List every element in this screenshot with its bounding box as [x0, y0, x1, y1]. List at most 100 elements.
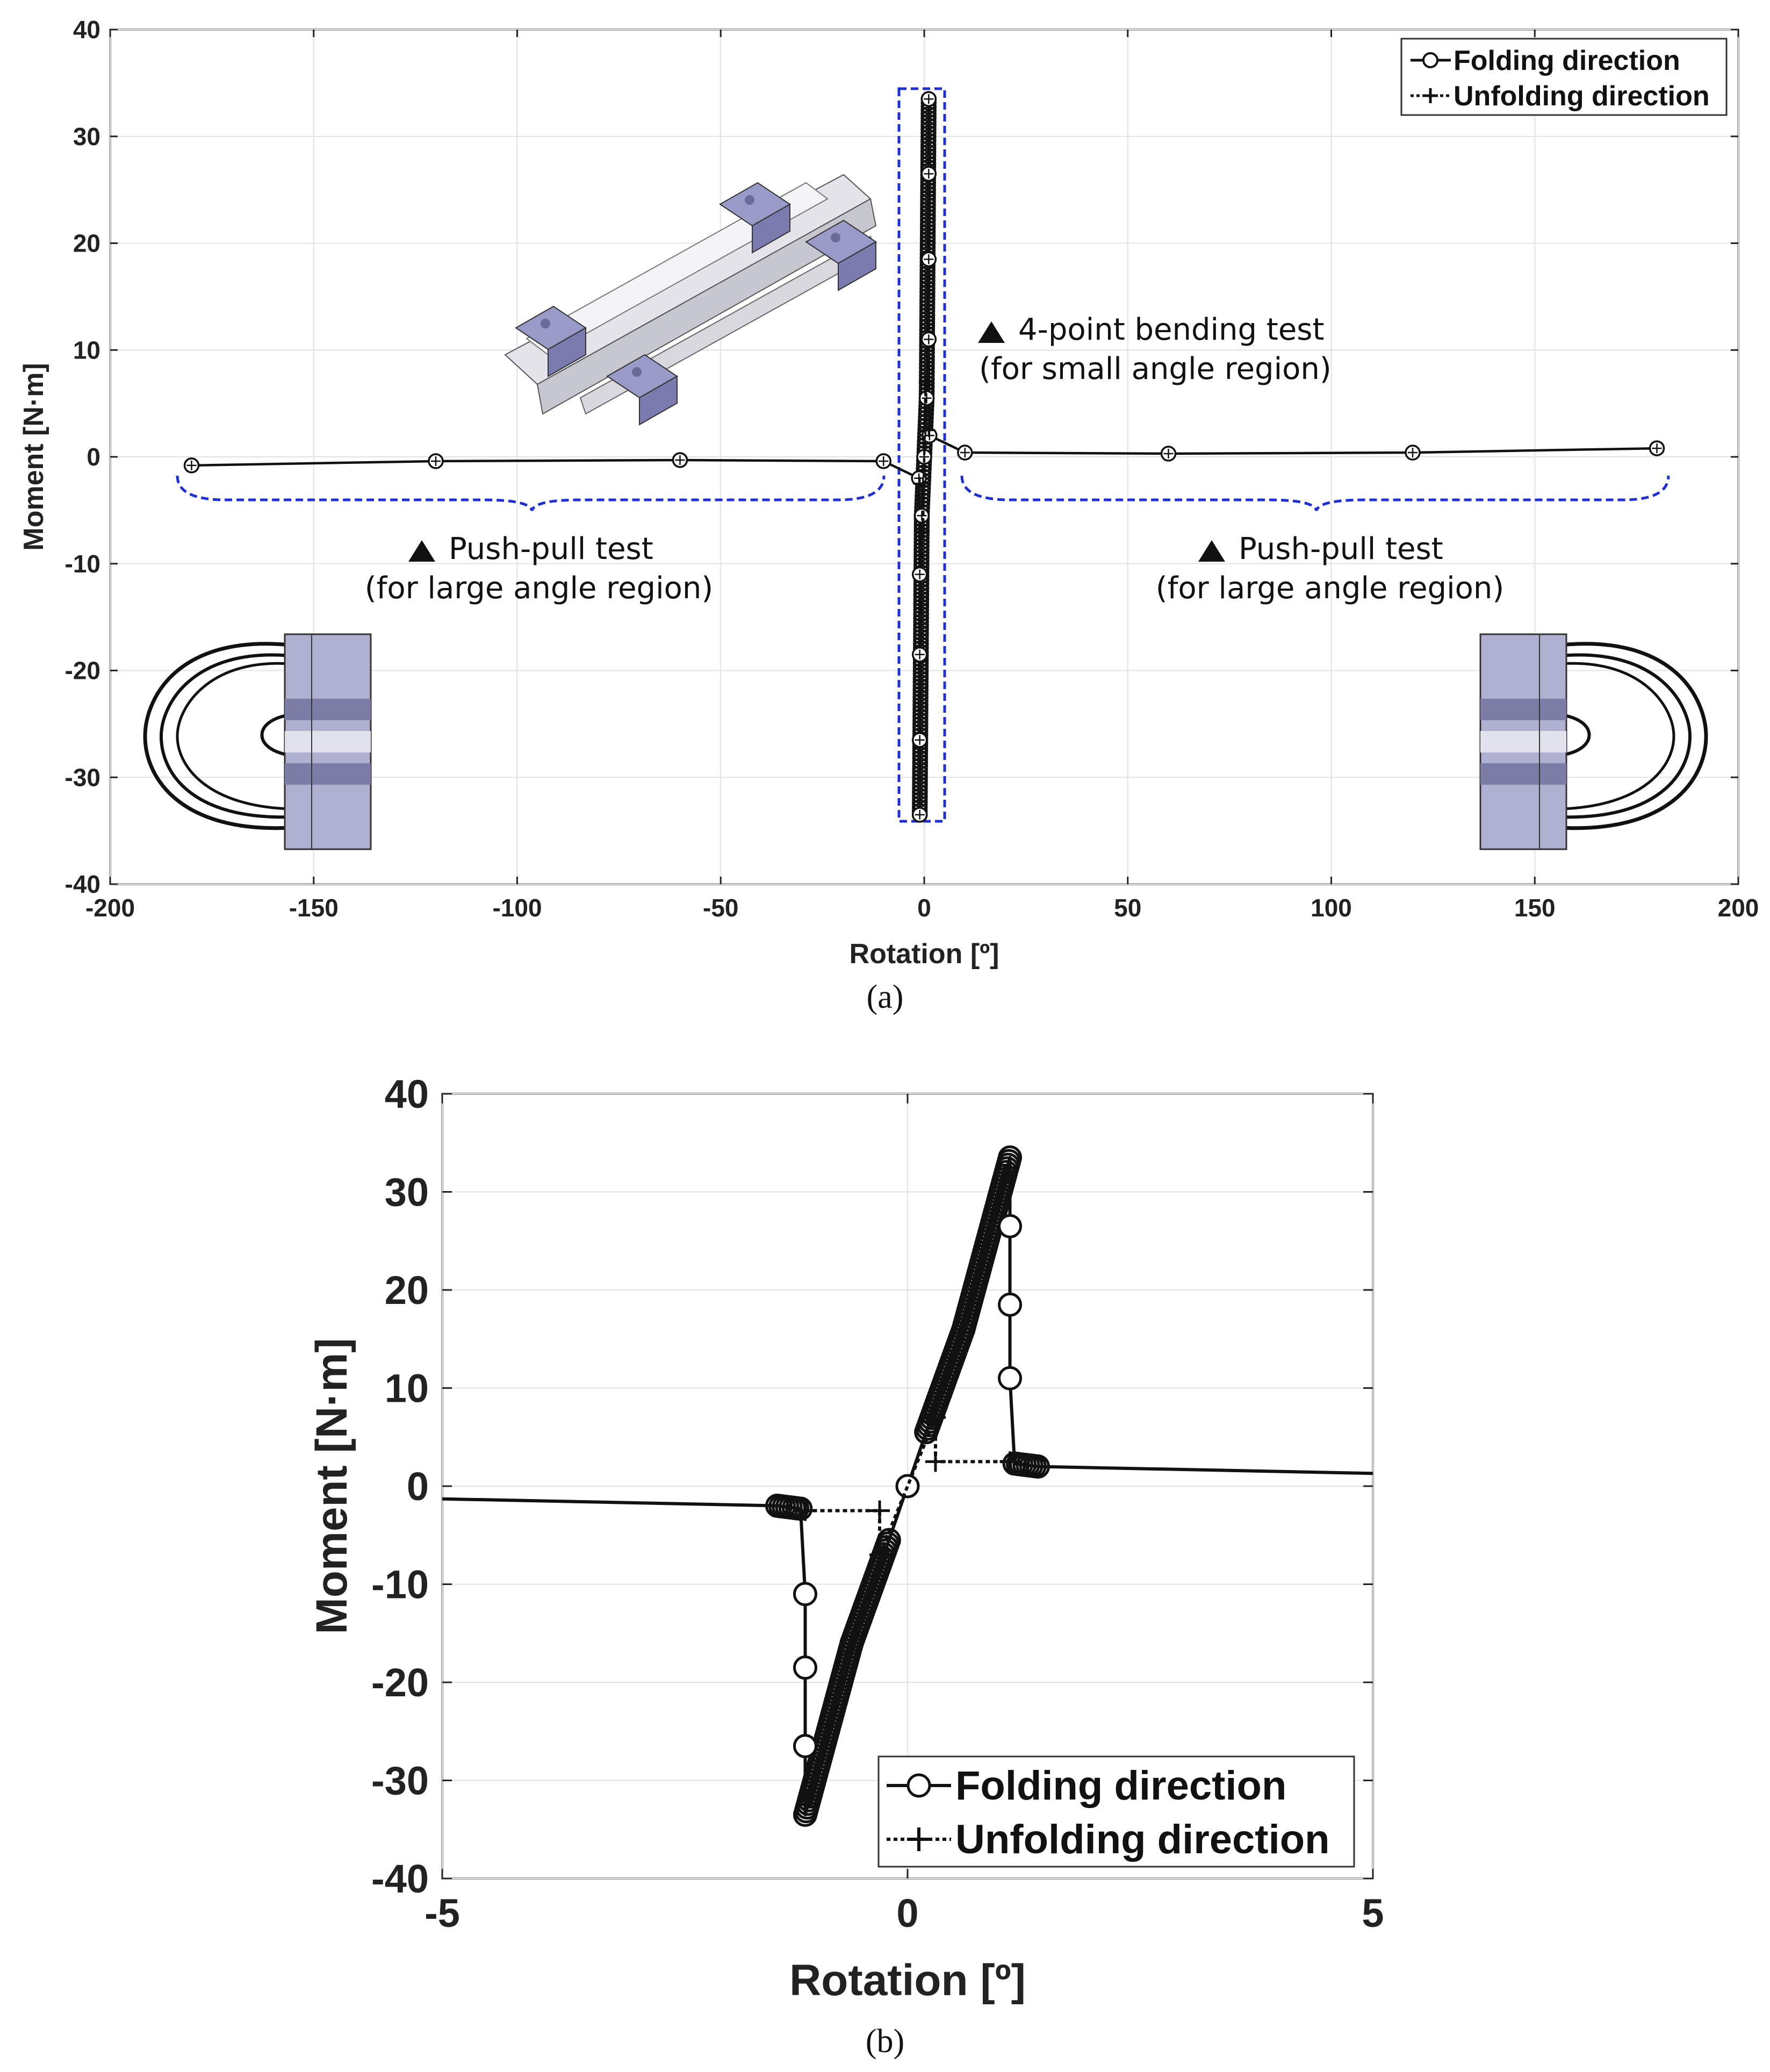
- legend-unfolding-label: Unfolding direction: [1454, 81, 1710, 112]
- y-tick-label: -20: [65, 657, 100, 685]
- panel-a-x-axis-label: Rotation [º]: [850, 938, 999, 970]
- panel-b-x-ticks: -5 0 5: [424, 1094, 1384, 1935]
- data-point: [793, 1734, 817, 1759]
- panel-a-caption: (a): [867, 979, 904, 1015]
- y-tick-label: -10: [371, 1562, 429, 1607]
- annotation-title: Push-pull test: [449, 532, 653, 567]
- data-point-cross: [924, 254, 934, 264]
- data-point: [1025, 1454, 1050, 1479]
- four-point-bending-fixture-illustration: [504, 174, 877, 426]
- y-tick-label: 30: [385, 1170, 429, 1214]
- x-tick-label: -5: [424, 1891, 460, 1935]
- y-tick-label: -20: [371, 1660, 429, 1705]
- push-pull-loop-illustration-left: [143, 633, 372, 850]
- x-tick-label: 50: [1114, 894, 1141, 922]
- y-tick-label: 20: [385, 1268, 429, 1313]
- legend-box: [877, 1755, 1355, 1868]
- x-tick-label: -50: [703, 894, 738, 922]
- annotation-four-point-bending: 4-point bending test (for small angle re…: [978, 312, 1332, 386]
- annotation-subtitle: (for large angle region): [1156, 571, 1504, 606]
- series-folding: [183, 91, 1665, 823]
- panel-b-legend: Folding direction Unfolding direction: [877, 1755, 1355, 1868]
- legend-folding-marker: [1422, 52, 1438, 68]
- annotation-title: 4-point bending test: [1018, 312, 1324, 347]
- panel-b-caption: (b): [866, 2023, 904, 2060]
- data-point-cross: [924, 94, 934, 104]
- y-tick-label: 0: [87, 443, 100, 471]
- x-tick-label: 5: [1362, 1891, 1384, 1935]
- right-region-brace: [960, 475, 1670, 511]
- y-tick-label: 40: [385, 1072, 429, 1116]
- y-tick-label: 0: [407, 1464, 429, 1509]
- annotation-subtitle: (for large angle region): [365, 571, 713, 606]
- data-point-cross: [430, 456, 441, 467]
- panel-a-x-ticks: -200 -150 -100 -50 0 50 100 150 200: [85, 30, 1759, 922]
- panel-b-y-ticks: -40 -30 -20 -10 0 10 20 30 40: [371, 1072, 1373, 1901]
- data-point-cross: [924, 169, 934, 179]
- series-unfolding: [795, 1407, 1020, 1565]
- y-tick-label: -30: [65, 763, 100, 791]
- y-tick-label: 30: [73, 123, 100, 150]
- panel-a-legend: Folding direction Unfolding direction: [1400, 38, 1728, 116]
- x-tick-label: 100: [1311, 894, 1352, 922]
- panel-a: -200 -150 -100 -50 0 50 100 150 200 -40-30-20-10…: [18, 16, 1759, 1015]
- data-point: [788, 1496, 813, 1521]
- data-point: [895, 1474, 920, 1499]
- panel-a-y-axis-label: Moment [N·m]: [18, 363, 49, 551]
- legend-folding-marker: [906, 1773, 931, 1798]
- annotation-push-pull-right: Push-pull test (for large angle region): [1156, 532, 1504, 606]
- data-point: [998, 1366, 1023, 1390]
- x-tick-label: 200: [1718, 894, 1759, 922]
- series-line: [805, 1416, 1010, 1557]
- data-point: [998, 1214, 1023, 1238]
- data-point-cross: [1652, 443, 1662, 454]
- y-tick-label: 10: [73, 336, 100, 364]
- panel-b-y-axis-label: Moment [N·m]: [307, 1338, 356, 1634]
- panel-a-y-ticks: -40 -30 -20 -10 0 10 20 30 40: [65, 16, 1738, 898]
- series-unfolding: [913, 375, 936, 539]
- data-point-cross: [915, 735, 925, 745]
- data-point-cross: [915, 809, 925, 820]
- x-tick-label: -200: [85, 894, 135, 922]
- data-point: [869, 1544, 890, 1565]
- data-point: [999, 1451, 1020, 1472]
- data-point: [869, 1500, 890, 1521]
- y-tick-label: 20: [73, 230, 100, 257]
- data-point: [998, 1292, 1023, 1317]
- data-point-cross: [924, 334, 934, 345]
- panel-b: -5 0 5 -40 -30 -20 -10 0 10 20 30 40 Folding direc…: [307, 1072, 1384, 2060]
- data-point-cross: [1407, 447, 1418, 458]
- legend-unfolding-marker: [907, 1827, 931, 1851]
- data-point: [916, 525, 930, 539]
- x-tick-label: 0: [896, 1891, 918, 1935]
- triangle-icon: [978, 321, 1005, 343]
- panel-a-series: [183, 91, 1665, 823]
- annotation-subtitle: (for small angle region): [979, 352, 1332, 386]
- x-tick-label: -150: [289, 894, 339, 922]
- legend-unfolding-label: Unfolding direction: [955, 1817, 1330, 1862]
- data-point: [925, 1451, 946, 1472]
- y-tick-label: -30: [371, 1758, 429, 1803]
- data-point-cross: [915, 569, 925, 579]
- data-point: [998, 1145, 1023, 1170]
- panel-b-series: [442, 1145, 1373, 1827]
- annotation-title: Push-pull test: [1239, 532, 1443, 567]
- panel-b-x-axis-label: Rotation [º]: [789, 1956, 1026, 2005]
- legend-folding-label: Folding direction: [1454, 45, 1680, 76]
- data-point: [918, 375, 932, 389]
- push-pull-loop-illustration-right: [1479, 633, 1708, 850]
- data-point: [916, 477, 930, 491]
- legend-box: [1400, 38, 1728, 116]
- data-point-cross: [915, 649, 925, 659]
- y-tick-label: 10: [385, 1366, 429, 1410]
- data-point: [925, 1407, 946, 1428]
- triangle-icon: [408, 540, 435, 562]
- data-point-cross: [960, 447, 970, 458]
- left-region-brace: [176, 475, 886, 511]
- x-tick-label: 0: [917, 894, 931, 922]
- y-tick-label: -40: [65, 870, 100, 898]
- data-point: [793, 1655, 817, 1680]
- data-point-cross: [1163, 448, 1174, 459]
- annotation-push-pull-left: Push-pull test (for large angle region): [365, 532, 713, 606]
